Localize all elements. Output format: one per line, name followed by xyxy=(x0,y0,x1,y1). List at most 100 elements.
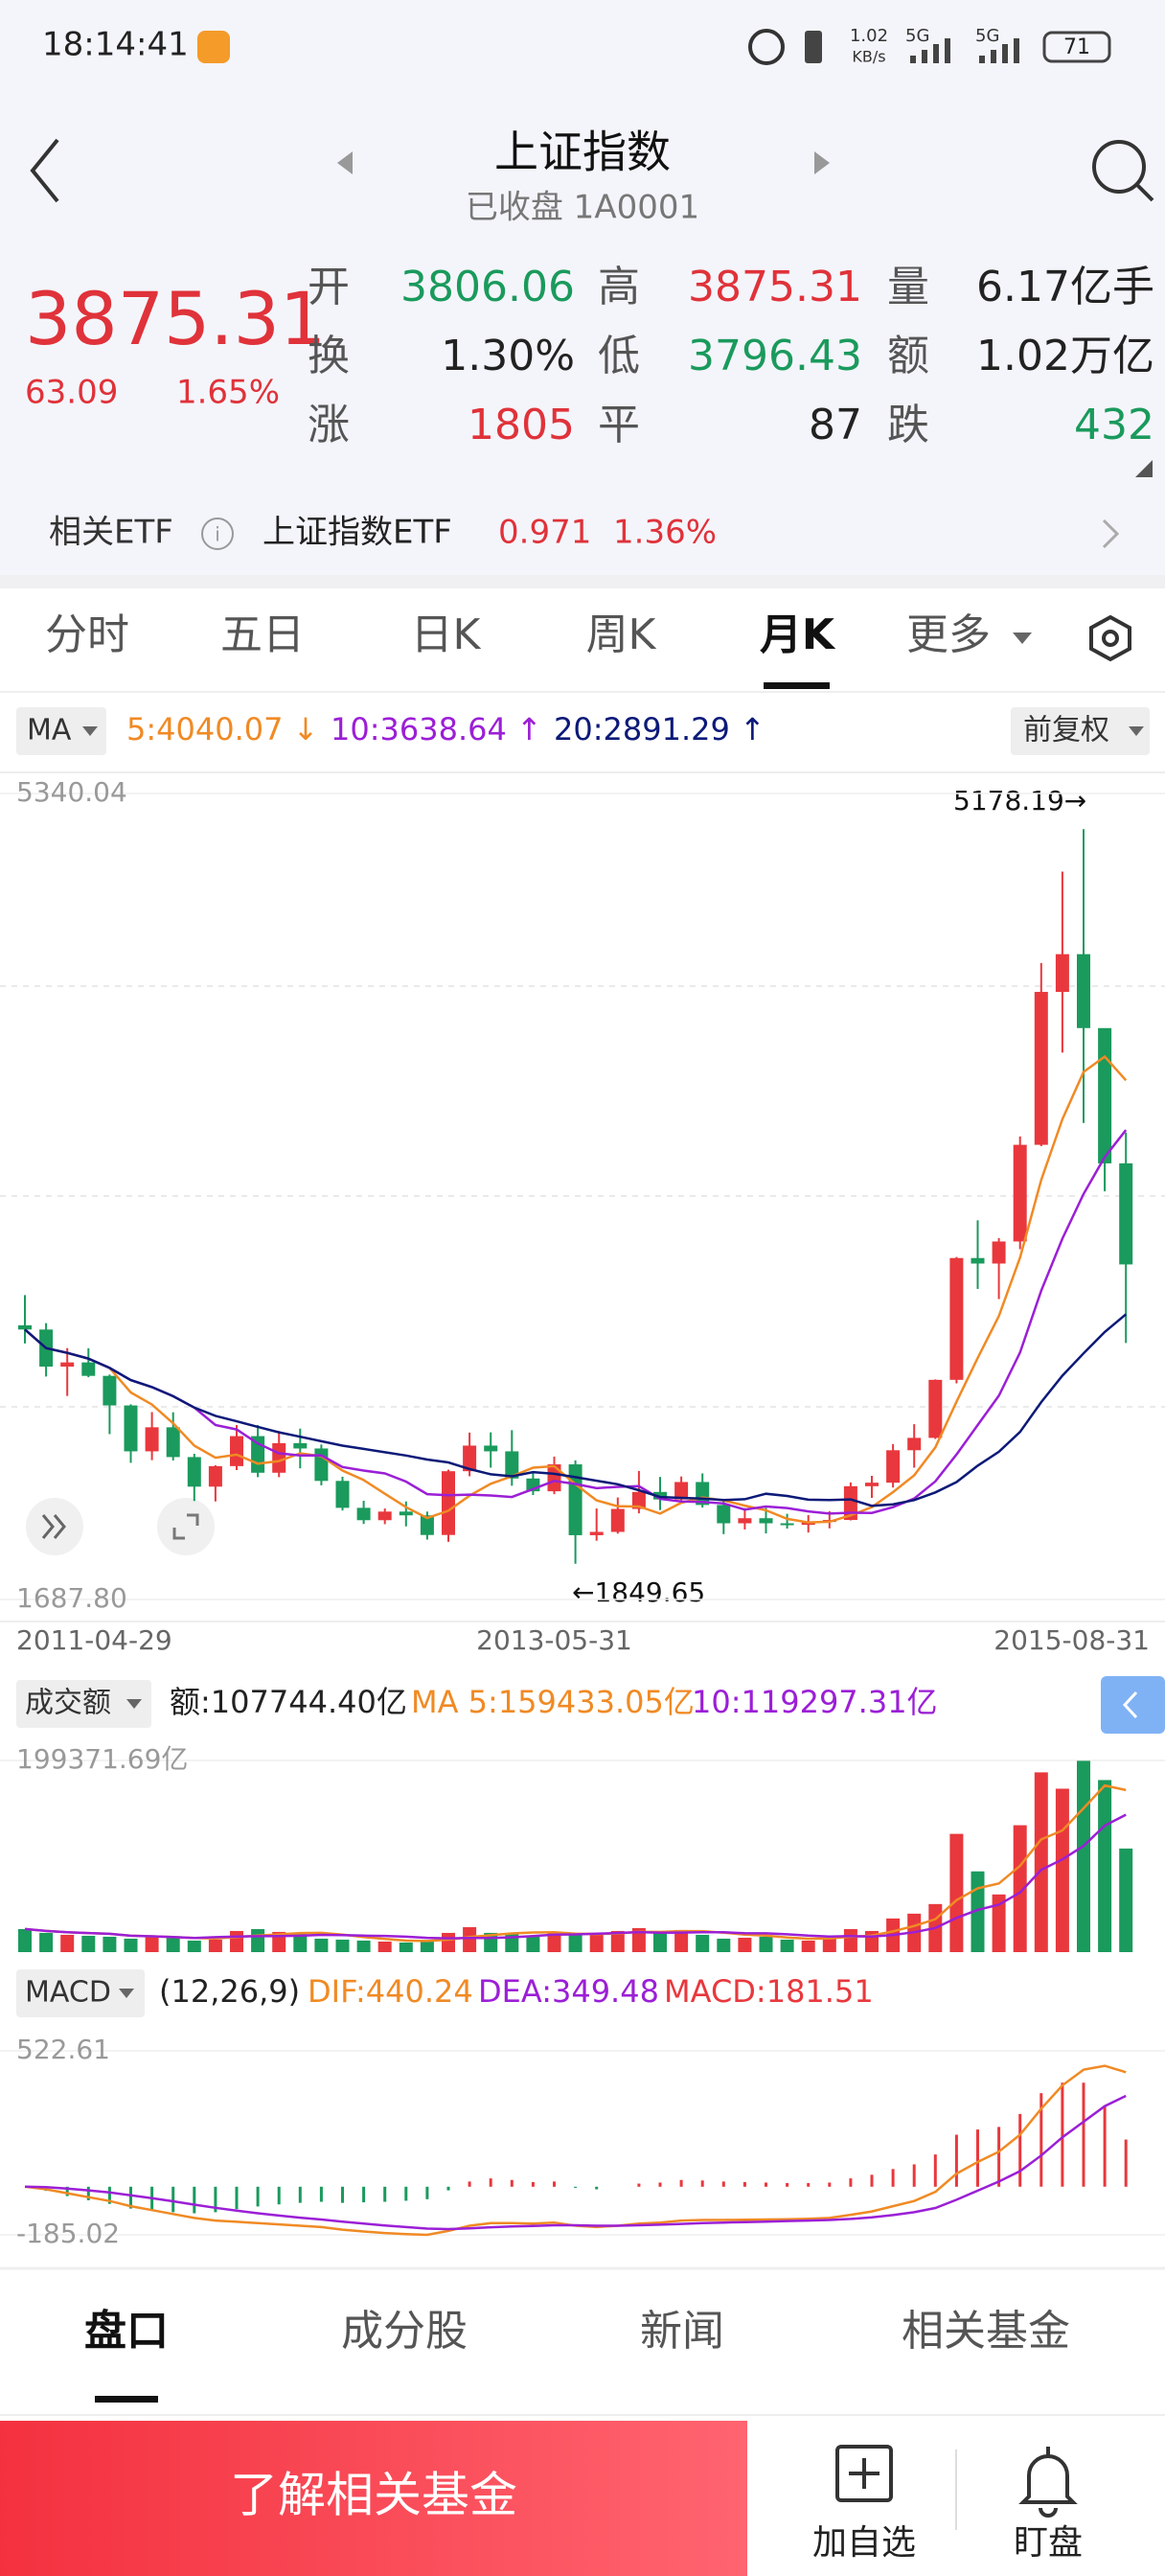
status-icon xyxy=(805,31,822,63)
adjust-select[interactable] xyxy=(1011,707,1150,755)
candle-body xyxy=(653,1491,667,1500)
time: 18:14:41 xyxy=(42,26,189,64)
watch-icon xyxy=(849,2458,879,2489)
fullscreen-button[interactable] xyxy=(157,1498,215,1555)
side-tab xyxy=(1122,1690,1138,1719)
next-button[interactable] xyxy=(814,151,830,174)
tab[interactable]: 月K xyxy=(760,610,836,659)
candle-body xyxy=(759,1518,773,1524)
battery-level: 71 xyxy=(1063,35,1090,59)
candle-body xyxy=(60,1362,75,1368)
adjust-label: 前复权 xyxy=(1023,714,1109,748)
indicator-select[interactable] xyxy=(16,707,106,755)
etf-price: 0.971 xyxy=(498,514,591,552)
volume-bar xyxy=(780,1939,794,1952)
line xyxy=(24,2094,1127,2231)
primary-button-label: 了解相关基金 xyxy=(230,2468,517,2523)
legend-entry: 10:119297.31亿 xyxy=(692,1684,938,1720)
monitor-icon[interactable] xyxy=(1018,2447,1078,2518)
candle-body xyxy=(780,1523,794,1526)
search-button xyxy=(1135,183,1154,202)
tab[interactable]: 分时 xyxy=(45,610,129,659)
candle-body xyxy=(208,1465,222,1487)
signal xyxy=(910,38,950,63)
primary-button[interactable] xyxy=(0,2421,747,2576)
info-icon[interactable] xyxy=(201,518,234,550)
etf-change: 1.36% xyxy=(613,514,717,552)
candle-body xyxy=(272,1442,286,1473)
field-label: 涨 xyxy=(308,401,350,449)
network: 5G xyxy=(975,26,999,46)
candle-body xyxy=(1034,992,1048,1145)
volume-bar xyxy=(822,1937,836,1952)
volume-bar xyxy=(547,1931,561,1952)
expand-icon[interactable] xyxy=(1135,460,1153,477)
candle-body xyxy=(1077,954,1090,1028)
volume-bar xyxy=(335,1939,350,1952)
legend-entry: 20:2891.29 ↑ xyxy=(554,711,765,748)
candle-body xyxy=(484,1445,498,1452)
indicator-select[interactable] xyxy=(16,1680,151,1728)
volume-bar xyxy=(949,1833,964,1952)
settings-button[interactable] xyxy=(1089,614,1131,662)
candle-body xyxy=(568,1464,582,1535)
tab[interactable]: 更多 xyxy=(906,610,991,659)
candle-body xyxy=(907,1438,922,1451)
bottom-tab[interactable]: 相关基金 xyxy=(902,2307,1070,2356)
status-icon xyxy=(748,29,785,65)
candle-body xyxy=(865,1483,879,1486)
net-speed: 1.02 xyxy=(850,26,888,46)
change: 63.09 xyxy=(25,374,118,412)
candle-body xyxy=(420,1515,434,1535)
expand-button[interactable] xyxy=(26,1498,83,1555)
prev-button[interactable] xyxy=(337,151,353,174)
indicator-label: MACD xyxy=(25,1976,111,2010)
volume-bar xyxy=(39,1932,54,1952)
bottom-tab[interactable]: 新闻 xyxy=(640,2307,724,2356)
indicator-select[interactable] xyxy=(16,1969,145,2017)
bottom-tab[interactable]: 成分股 xyxy=(341,2307,468,2356)
etf-label: 相关ETF xyxy=(49,514,173,552)
dropdown-icon xyxy=(1013,632,1032,644)
tab[interactable]: 日K xyxy=(411,610,482,659)
watch-label[interactable]: 加自选 xyxy=(812,2523,916,2563)
grid-decor xyxy=(0,985,1165,1408)
side-tab[interactable] xyxy=(1101,1676,1165,1734)
field-label: 高 xyxy=(598,263,640,311)
tab[interactable]: 五日 xyxy=(220,610,305,659)
volume-bar xyxy=(314,1938,329,1952)
candle-body xyxy=(949,1257,964,1380)
candle-body xyxy=(399,1511,413,1516)
candle-body xyxy=(442,1471,455,1535)
tab[interactable]: 周K xyxy=(586,610,657,659)
x-tick-label: 2015-08-31 xyxy=(994,1624,1150,1656)
volume-bar xyxy=(801,1940,815,1952)
search-button[interactable] xyxy=(1092,140,1146,194)
volume-bar xyxy=(442,1932,455,1952)
field-value: 1.30% xyxy=(441,332,575,380)
indicator-label: 成交额 xyxy=(25,1687,111,1720)
top-bg xyxy=(0,0,1165,575)
field-value: 3806.06 xyxy=(400,263,575,311)
volume-bar xyxy=(60,1934,75,1952)
back-button[interactable] xyxy=(30,138,59,203)
volume-bar xyxy=(696,1934,710,1952)
legend-entry: DIF:440.24 xyxy=(308,1973,473,2010)
monitor-label[interactable]: 盯盘 xyxy=(1014,2523,1083,2563)
etf-name[interactable]: 上证指数ETF xyxy=(263,514,452,552)
volume-bar xyxy=(356,1940,371,1952)
candle-body xyxy=(610,1508,625,1532)
candle-body xyxy=(124,1405,138,1452)
volume-bar xyxy=(103,1936,117,1952)
field-value: 1805 xyxy=(468,401,575,449)
candle-body xyxy=(589,1531,604,1535)
separator xyxy=(0,575,1165,588)
amount: 额:107744.40亿 xyxy=(170,1684,407,1720)
y-tick-label: 522.61 xyxy=(16,2034,110,2065)
watch-icon[interactable] xyxy=(835,2445,893,2502)
volume-bar xyxy=(1013,1825,1027,1952)
volume-bar xyxy=(81,1935,96,1952)
candle-body xyxy=(843,1485,857,1521)
bottom-tab[interactable]: 盘口 xyxy=(84,2307,169,2356)
field-value: 432 xyxy=(1074,401,1154,449)
